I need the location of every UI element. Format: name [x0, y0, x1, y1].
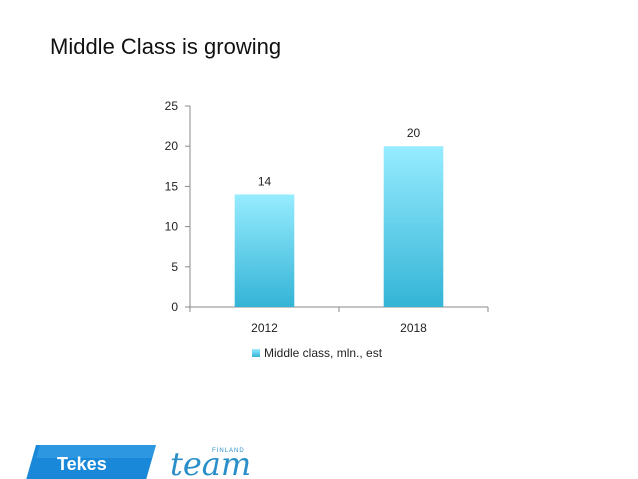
x-tick-label-2012: 2012: [251, 321, 278, 335]
y-tick-label: 25: [165, 99, 179, 113]
y-tick-label: 20: [165, 139, 179, 153]
y-tick-label: 5: [171, 260, 178, 274]
slide-title: Middle Class is growing: [50, 34, 282, 59]
tekes-logo: Tekes: [26, 445, 156, 479]
x-tick-label-2018: 2018: [400, 321, 427, 335]
data-label-2012: 14: [258, 174, 272, 188]
bar-2018: [383, 146, 444, 307]
legend-swatch: [252, 349, 260, 357]
y-tick-label: 10: [165, 220, 179, 234]
bar-2012: [234, 194, 295, 307]
tekes-logo-text: Tekes: [57, 454, 107, 474]
legend-label: Middle class, mln., est: [264, 346, 383, 360]
team-logo-text: team: [170, 445, 251, 479]
team-finland-logo: FINLAND team: [170, 445, 251, 479]
data-label-2018: 20: [407, 126, 421, 140]
y-tick-label: 0: [171, 300, 178, 314]
y-tick-label: 15: [165, 179, 179, 193]
finland-logo-text: FINLAND: [212, 448, 245, 454]
